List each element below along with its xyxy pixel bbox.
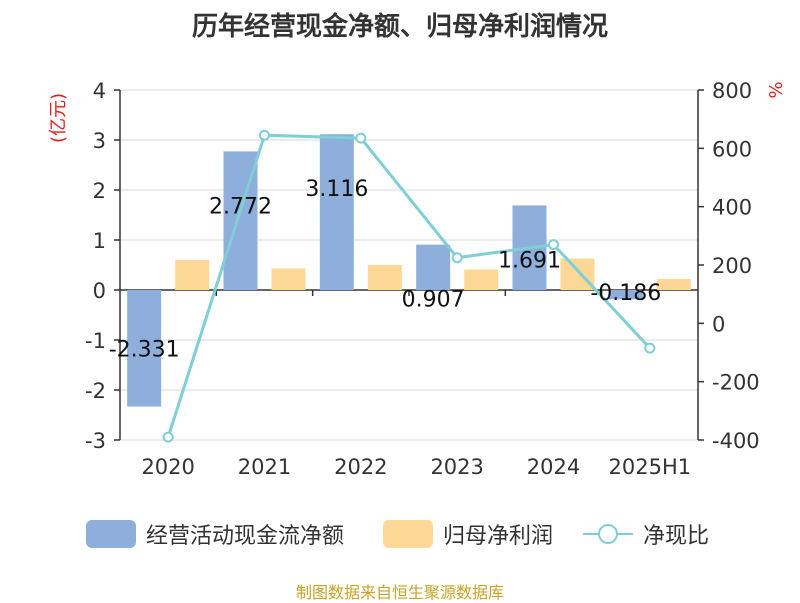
left-tick-label: -3 xyxy=(85,429,106,453)
point-ratio xyxy=(451,252,463,264)
category-label: 2022 xyxy=(334,455,387,479)
right-tick-label: -200 xyxy=(712,371,760,395)
data-label-cashflow: -0.186 xyxy=(590,281,661,306)
left-tick-label: 1 xyxy=(93,229,106,253)
bar-net-profit xyxy=(271,268,306,290)
data-label-cashflow: 1.691 xyxy=(498,248,561,273)
line-ratio xyxy=(166,133,651,438)
bar-net-profit xyxy=(175,260,210,290)
bar-net-profit xyxy=(656,279,691,290)
point-ratio xyxy=(548,239,559,251)
left-tick-label: 0 xyxy=(93,279,106,303)
category-label: 2023 xyxy=(430,455,483,479)
right-tick-label: 0 xyxy=(712,312,725,336)
legend-label-net-profit: 归母净利润 xyxy=(443,524,554,549)
right-tick-label: 600 xyxy=(712,137,752,161)
right-tick-label: 400 xyxy=(712,196,752,220)
point-ratio xyxy=(162,431,174,443)
category-label: 2021 xyxy=(238,455,291,479)
data-label-cashflow: 3.116 xyxy=(305,177,368,202)
right-axis-unit: % xyxy=(766,81,787,98)
legend-swatch-ratio xyxy=(583,520,633,548)
right-tick-label: 200 xyxy=(712,254,752,278)
legend-item-net-profit[interactable]: 归母净利润 xyxy=(383,516,553,552)
point-ratio xyxy=(259,129,270,141)
left-tick-label: -2 xyxy=(85,379,106,403)
legend-swatch-cashflow xyxy=(86,520,136,548)
legend-label-cashflow: 经营活动现金流净额 xyxy=(146,524,345,549)
chart-title: 历年经营现金净额、归母净利润情况 xyxy=(191,12,608,42)
data-label-cashflow: 0.907 xyxy=(402,288,465,313)
legend-label-ratio: 净现比 xyxy=(643,524,710,549)
left-tick-label: 3 xyxy=(93,129,106,153)
legend: 经营活动现金流净额 归母净利润 净现比 xyxy=(0,516,800,552)
legend-item-cashflow[interactable]: 经营活动现金流净额 xyxy=(86,516,344,552)
bar-cashflow xyxy=(608,290,643,300)
left-tick-label: -1 xyxy=(85,329,106,353)
bar-cashflow xyxy=(319,134,354,290)
category-label: 2020 xyxy=(141,455,194,479)
left-tick-label: 4 xyxy=(93,79,106,103)
bar-cashflow xyxy=(127,290,162,407)
data-label-cashflow: -2.331 xyxy=(109,338,180,363)
source-note: 制图数据来自恒生聚源数据库 xyxy=(295,583,504,602)
category-label: 2024 xyxy=(527,455,580,479)
left-axis-unit: (亿元) xyxy=(48,93,69,143)
legend-swatch-net-profit xyxy=(383,520,433,548)
legend-item-ratio[interactable]: 净现比 xyxy=(583,516,709,552)
left-tick-label: 2 xyxy=(93,179,106,203)
point-ratio xyxy=(355,132,367,144)
right-tick-label: 800 xyxy=(712,79,752,103)
data-label-cashflow: 2.772 xyxy=(209,194,272,219)
category-label: 2025H1 xyxy=(609,455,692,479)
bar-net-profit xyxy=(367,265,402,290)
bar-cashflow xyxy=(416,244,451,290)
bar-net-profit xyxy=(464,269,499,290)
point-ratio xyxy=(644,342,656,354)
right-tick-label: -400 xyxy=(712,429,760,453)
